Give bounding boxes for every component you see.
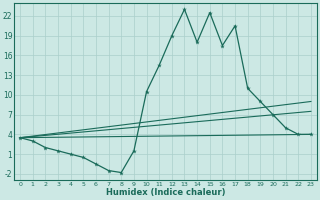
X-axis label: Humidex (Indice chaleur): Humidex (Indice chaleur) (106, 188, 225, 197)
